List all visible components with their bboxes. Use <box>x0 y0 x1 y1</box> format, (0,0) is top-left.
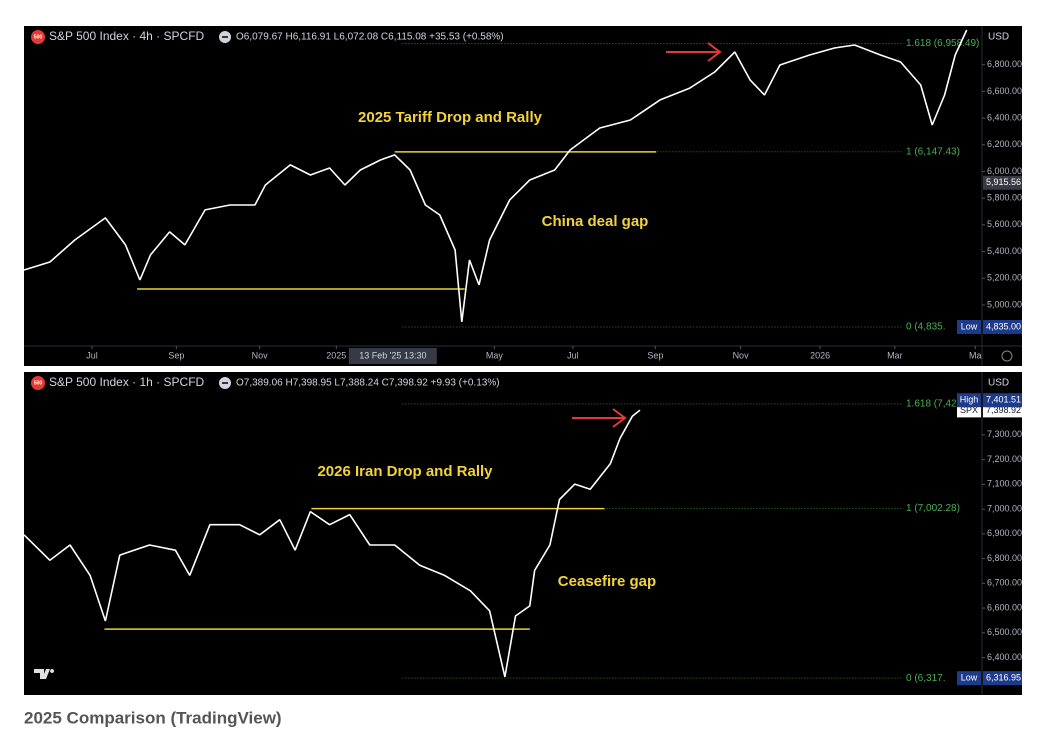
x-tick-label: Nov <box>252 350 269 360</box>
price-label: 7,401.51 <box>986 395 1021 405</box>
y-tick-label: 6,800.00 <box>987 553 1022 563</box>
y-tick-label: 6,900.00 <box>987 528 1022 538</box>
x-tick-label: 2026 <box>810 350 830 360</box>
price-line <box>23 29 968 322</box>
symbol-icon-text: 500 <box>34 34 43 40</box>
y-tick-label: 5,600.00 <box>987 219 1022 229</box>
y-tick-label: 6,700.00 <box>987 578 1022 588</box>
badge-box <box>957 671 981 686</box>
crosshair-box <box>348 348 437 364</box>
y-tick-label: 5,800.00 <box>987 193 1022 203</box>
y-tick-label: 6,500.00 <box>987 627 1022 637</box>
annotation: Ceasefire gap <box>558 573 656 590</box>
badge: Low <box>961 673 978 683</box>
y-tick-label: 7,000.00 <box>987 503 1022 513</box>
x-tick-label: Mar <box>887 350 903 360</box>
annotation: China deal gap <box>542 213 649 230</box>
y-tick-label: 6,400.00 <box>987 652 1022 662</box>
x-tick-label: Nov <box>733 350 750 360</box>
y-tick-label: 6,800.00 <box>987 59 1022 69</box>
y-tick-label: 7,100.00 <box>987 479 1022 489</box>
y-tick-label: 5,200.00 <box>987 273 1022 283</box>
badge-box <box>957 319 981 334</box>
settings-button <box>1001 350 1013 362</box>
fib-label: 1 (7,002.28) <box>906 503 960 514</box>
y-tick-label: 7,300.00 <box>987 429 1022 439</box>
price-label-box <box>983 175 1022 190</box>
chart-title: S&P 500 Index · 1h · SPCFD <box>49 375 205 389</box>
fib-label: 1.618 (7,425. <box>906 399 965 410</box>
price-label-box <box>983 671 1022 686</box>
symbol-icon <box>31 376 45 390</box>
fib-label: 1.618 (6,958.49) <box>906 38 979 49</box>
y-tick-label: 5,000.00 <box>987 299 1022 309</box>
panel-bg <box>24 372 1022 695</box>
y-tick-label: 6,600.00 <box>987 602 1022 612</box>
badge: High <box>960 395 979 405</box>
arrow <box>666 42 722 62</box>
x-tick-label: Ma <box>969 350 982 360</box>
badge-box <box>957 393 981 408</box>
price-label: 5,915.56 <box>986 177 1021 187</box>
x-tick-label: Sep <box>168 350 184 360</box>
price-label-box <box>983 319 1022 334</box>
fib-label: 1 (6,147.43) <box>906 146 960 157</box>
x-tick-label: Jul <box>567 350 579 360</box>
x-tick-label: 2025 <box>326 350 346 360</box>
annotation: 2026 Iran Drop and Rally <box>317 463 493 480</box>
chart-panel: 5,000.00 5,200.00 5,400.00 5,600.00 5,800.00… <box>23 26 1022 366</box>
x-tick-label: May <box>486 350 504 360</box>
x-tick-label: Sep <box>647 350 663 360</box>
y-tick-label: 7,200.00 <box>987 454 1022 464</box>
ohlc: O6,079.67 H6,116.91 L6,072.08 C6,115.08 … <box>236 32 504 43</box>
symbol-icon <box>31 30 45 44</box>
y-tick-label: 6,600.00 <box>987 86 1022 96</box>
currency: USD <box>988 32 1009 43</box>
y-tick-label: 6,000.00 <box>987 166 1022 176</box>
y-tick-label: 5,400.00 <box>987 246 1022 256</box>
price-label: 6,316.95 <box>986 673 1021 683</box>
annotation: 2025 Tariff Drop and Rally <box>358 109 543 126</box>
panel-bg <box>24 26 1022 366</box>
price-line <box>23 409 641 678</box>
price-label-box <box>983 393 1022 408</box>
charts: 5,000.00 5,200.00 5,400.00 5,600.00 5,800.00… <box>23 26 1022 695</box>
price-label: 7,398.92 <box>986 405 1021 415</box>
badge: Low <box>961 321 978 331</box>
ohlc: O7,389.06 H7,398.95 L7,388.24 C7,398.92 … <box>236 378 500 389</box>
fib-label: 0 (6,317. <box>906 673 945 684</box>
crosshair-label: 13 Feb '25 13:30 <box>359 350 426 360</box>
x-tick-label: Jul <box>86 350 98 360</box>
y-tick-label: 6,400.00 <box>987 112 1022 122</box>
fib-label: 0 (4,835. <box>906 322 945 333</box>
caption: 2025 Comparison (TradingView) <box>24 708 282 727</box>
y-tick-label: 6,200.00 <box>987 139 1022 149</box>
badge: SPX <box>960 405 978 415</box>
chart-title: S&P 500 Index · 4h · SPCFD <box>49 29 205 43</box>
currency: USD <box>988 378 1009 389</box>
chart-panel: 6,400.00 6,500.00 6,600.00 6,700.00 6,800.00… <box>23 372 1022 695</box>
symbol-icon-text: 500 <box>34 380 43 386</box>
price-label: 4,835.00 <box>986 321 1021 331</box>
tv-logo <box>34 669 55 679</box>
arrow <box>572 408 627 428</box>
